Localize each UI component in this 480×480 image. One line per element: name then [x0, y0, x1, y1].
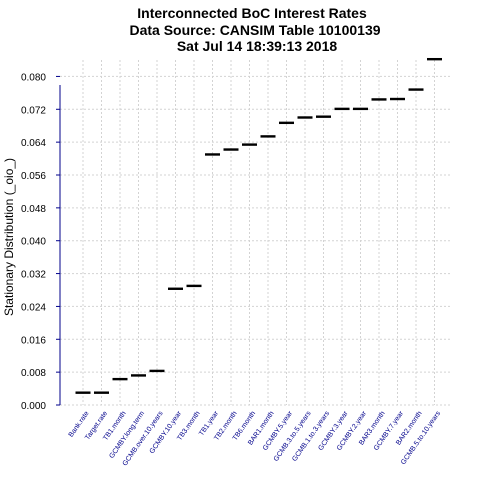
box-mark [408, 88, 424, 91]
chart-subtitle-date: Sat Jul 14 18:39:13 2018 [177, 38, 338, 54]
chart-subtitle-source: Data Source: CANSIM Table 10100139 [129, 22, 380, 38]
box-mark [131, 374, 146, 377]
y-tick-label: 0.000 [21, 401, 46, 412]
y-tick-label: 0.064 [21, 138, 46, 149]
box-mark [316, 115, 331, 118]
box-mark [223, 148, 239, 151]
box-mark [371, 98, 387, 101]
y-tick-label: 0.016 [21, 335, 46, 346]
box-mark [390, 97, 405, 101]
box-mark [112, 377, 128, 381]
box-mark [168, 287, 183, 290]
chart-title: Interconnected BoC Interest Rates [137, 5, 367, 21]
y-tick-label: 0.040 [21, 237, 46, 248]
y-tick-label: 0.080 [21, 72, 46, 83]
box-mark [75, 391, 91, 394]
box-mark [205, 153, 220, 156]
box-mark [279, 121, 294, 125]
box-mark [149, 369, 165, 373]
box-mark [353, 107, 368, 111]
box-mark [186, 284, 202, 288]
y-tick-label: 0.072 [21, 105, 46, 116]
box-mark [94, 391, 109, 394]
y-tick-label: 0.024 [21, 302, 46, 313]
y-axis-label: Stationary Distribution (_oio_) [2, 158, 16, 316]
box-mark [297, 116, 313, 119]
box-mark [427, 57, 442, 61]
y-tick-label: 0.032 [21, 270, 46, 281]
y-tick-label: 0.008 [21, 368, 46, 379]
y-tick-label: 0.048 [21, 204, 46, 215]
box-mark [242, 143, 257, 146]
box-mark [334, 107, 350, 111]
box-mark [260, 135, 276, 138]
y-tick-label: 0.056 [21, 171, 46, 182]
plot-area: 0.000 0.008 0.016 0.024 0.032 0.040 0.048 0.056… [21, 57, 450, 467]
